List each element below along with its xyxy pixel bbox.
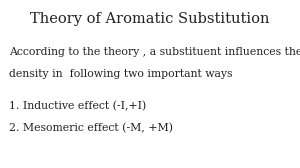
- Text: 2. Mesomeric effect (-M, +M): 2. Mesomeric effect (-M, +M): [9, 123, 173, 133]
- Text: 1. Inductive effect (-I,+I): 1. Inductive effect (-I,+I): [9, 101, 146, 111]
- Text: According to the theory , a substituent influences the electron: According to the theory , a substituent …: [9, 47, 300, 57]
- Text: density in  following two important ways: density in following two important ways: [9, 69, 232, 79]
- Text: Theory of Aromatic Substitution: Theory of Aromatic Substitution: [30, 12, 270, 26]
